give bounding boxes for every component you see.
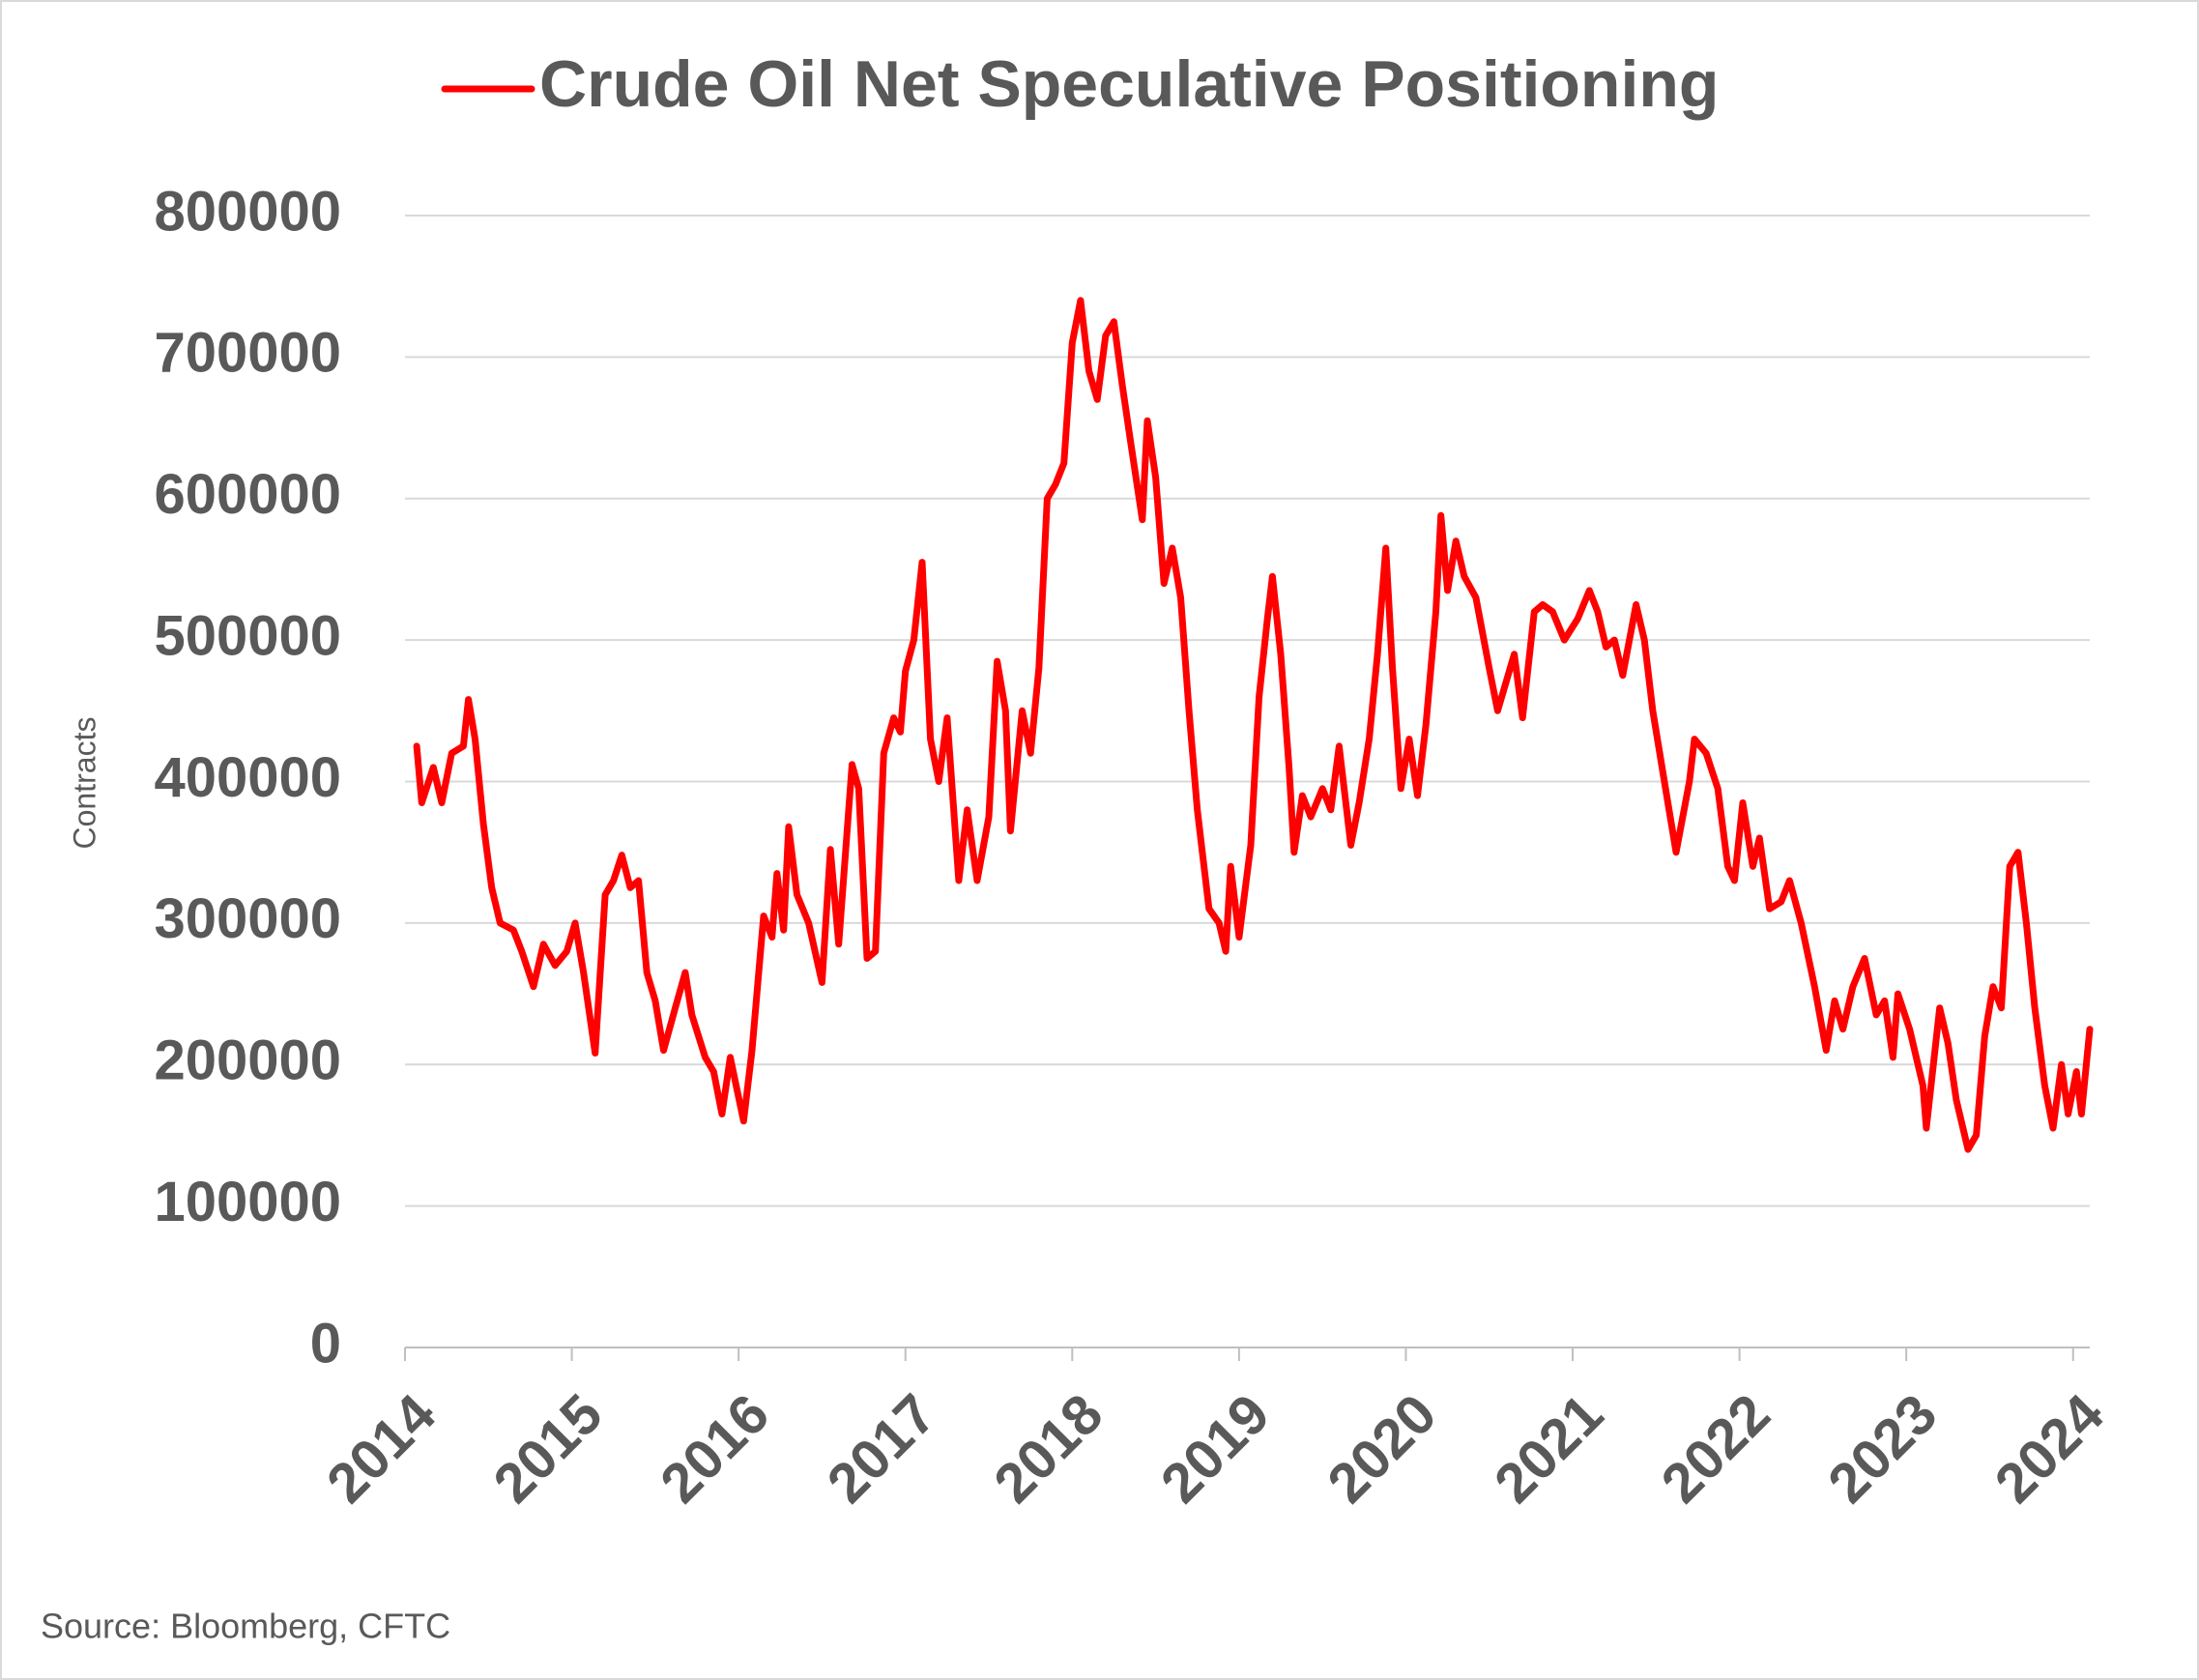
y-tick-label: 500000 bbox=[154, 604, 341, 667]
y-tick-label: 700000 bbox=[154, 322, 341, 385]
y-axis-label: Contracts bbox=[67, 717, 101, 850]
y-tick-label: 300000 bbox=[154, 887, 341, 950]
data-line bbox=[413, 297, 2094, 1153]
source-note: Source: Bloomberg, CFTC bbox=[41, 1607, 450, 1646]
y-tick-label: 600000 bbox=[154, 463, 341, 526]
y-tick-label: 0 bbox=[310, 1312, 341, 1375]
y-tick-label: 100000 bbox=[154, 1171, 341, 1233]
y-tick-label: 200000 bbox=[154, 1029, 341, 1092]
legend-label: Crude Oil Net Speculative Positioning bbox=[539, 47, 1719, 121]
y-tick-label: 400000 bbox=[154, 746, 341, 809]
y-tick-label: 800000 bbox=[154, 180, 341, 243]
